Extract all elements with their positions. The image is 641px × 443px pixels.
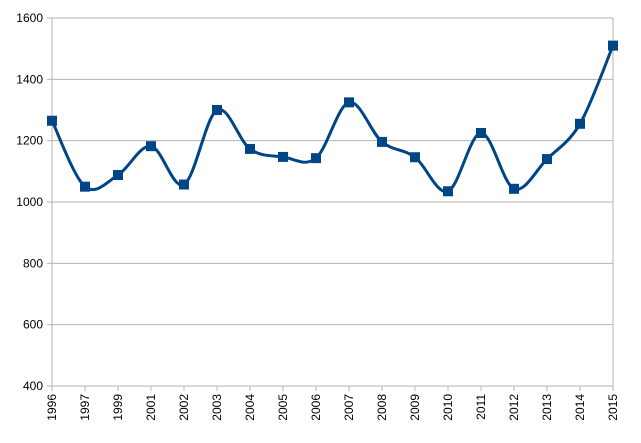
x-tick-label: 2006 [309,394,323,421]
y-tick-label: 1200 [16,134,43,148]
x-tick-label: 2001 [144,394,158,421]
data-point-2002 [179,179,189,190]
x-tick-label: 2009 [408,394,422,421]
x-tick-label: 1996 [45,394,59,421]
x-tick-label: 1997 [78,394,92,421]
data-point-2010 [443,186,453,197]
x-tick-label: 2003 [210,394,224,421]
x-tick-label: 2013 [540,394,554,421]
data-point-1999 [113,170,123,181]
x-tick-label: 2007 [342,394,356,421]
markers-group [47,40,618,197]
data-point-2008 [377,136,387,147]
data-point-2015 [608,40,618,51]
data-point-2014 [575,118,585,129]
series-line [50,44,615,193]
y-tick-label: 1400 [16,72,43,86]
data-point-1996 [47,115,57,126]
x-tick-label: 2005 [276,394,290,421]
x-tick-label: 2008 [375,394,389,421]
data-point-1997 [80,181,90,192]
x-tick-label: 2004 [243,394,257,421]
x-tick-labels: 1996 1997 1999 2001 2002 2003 2004 2005 2006 2007… [45,394,620,421]
grid-lines [52,17,613,387]
x-tick-label: 2012 [507,394,521,421]
y-tick-label: 400 [23,379,43,393]
data-point-2011 [476,128,486,138]
data-point-2004 [245,143,255,154]
axes [47,17,614,391]
data-point-2005 [278,151,288,162]
data-point-2001 [146,141,156,152]
x-tick-label: 2015 [606,394,620,421]
x-tick-label: 2010 [441,394,455,421]
series-group [50,44,615,193]
y-tick-label: 800 [23,256,43,270]
y-tick-labels: 400 600 800 1000 1200 1400 1600 [16,11,43,393]
data-point-2012 [509,183,519,194]
x-tick-label: 2014 [573,394,587,421]
data-point-2003 [212,105,222,115]
data-point-2013 [542,154,552,165]
x-tick-label: 2002 [177,394,191,421]
data-point-2007 [344,97,354,108]
data-point-2006 [311,153,321,164]
x-tick-label: 1999 [111,394,125,421]
x-tick-label: 2011 [474,394,488,420]
y-tick-label: 1000 [16,195,43,209]
y-tick-label: 600 [23,318,43,332]
y-tick-label: 1600 [16,11,43,25]
data-point-2009 [410,152,420,163]
